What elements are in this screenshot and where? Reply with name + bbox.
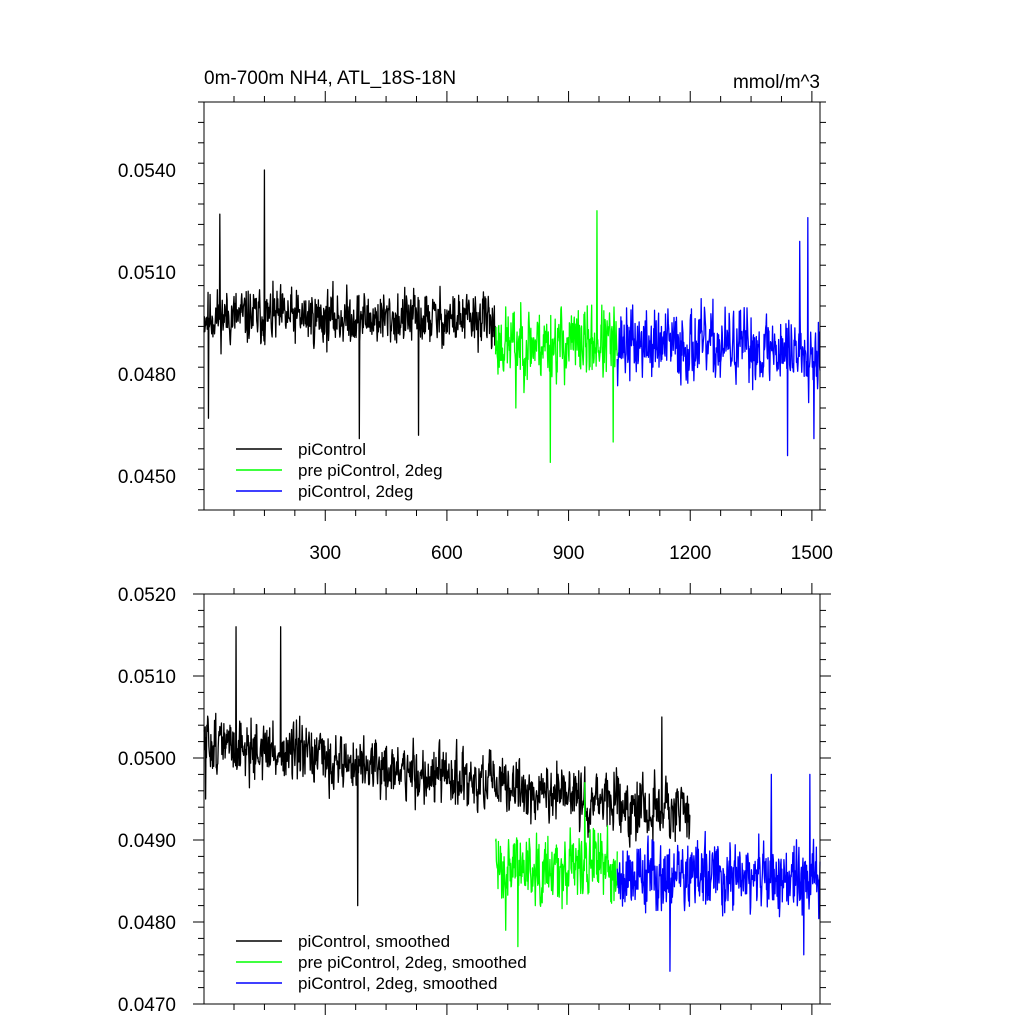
- legend-label-pre-picontrol-2deg-smoothed: pre piControl, 2deg, smoothed: [298, 953, 527, 972]
- data-lines: [203, 169, 821, 464]
- axis-ticks: 300 600 900 1200 1500 0.0450 0.0480 0.0510 0.054…: [118, 91, 833, 564]
- y-tick-label: 0.0470: [118, 995, 176, 1016]
- x-tick-label: 1500: [791, 543, 833, 564]
- bottom-chart-panel: 0.0470 0.0480 0.0490 0.0500 0.0510 0.0520 piC…: [118, 583, 831, 1016]
- x-tick-label: 1200: [669, 543, 711, 564]
- legend-label-picontrol-2deg-smoothed: piControl, 2deg, smoothed: [298, 974, 497, 993]
- units-label: mmol/m^3: [733, 72, 820, 93]
- series-line-picontrol-2deg-smoothed: [616, 773, 821, 972]
- series-line-picontrol: [203, 169, 497, 440]
- plot-frame: [203, 101, 821, 511]
- legend-label-picontrol-2deg: piControl, 2deg: [298, 482, 413, 501]
- legend: piControl pre piControl, 2deg piControl,…: [236, 440, 443, 501]
- chart-title: 0m-700m NH4, ATL_18S-18N: [204, 68, 456, 89]
- x-tick-label: 300: [309, 543, 341, 564]
- y-tick-label: 0.0490: [118, 831, 176, 852]
- axis-ticks: 0.0470 0.0480 0.0490 0.0500 0.0510 0.0520: [118, 583, 831, 1016]
- legend-label-picontrol-smoothed: piControl, smoothed: [298, 932, 450, 951]
- y-tick-label: 0.0450: [118, 467, 176, 488]
- y-tick-label: 0.0510: [118, 667, 176, 688]
- data-lines: [203, 626, 821, 972]
- legend: piControl, smoothed pre piControl, 2deg,…: [236, 932, 527, 993]
- y-tick-label: 0.0480: [118, 913, 176, 934]
- x-tick-label: 600: [431, 543, 463, 564]
- x-tick-label: 900: [553, 543, 585, 564]
- y-tick-label: 0.0520: [118, 585, 176, 606]
- series-line-picontrol-smoothed: [203, 626, 691, 907]
- y-tick-label: 0.0500: [118, 749, 176, 770]
- series-line-pre-picontrol-2deg: [494, 210, 618, 464]
- top-chart-panel: 0m-700m NH4, ATL_18S-18N mmol/m^3 300 600…: [118, 68, 833, 564]
- y-tick-label: 0.0480: [118, 365, 176, 386]
- y-tick-label: 0.0540: [118, 161, 176, 182]
- series-line-pre-picontrol-2deg-smoothed: [494, 781, 618, 948]
- legend-label-picontrol: piControl: [298, 440, 366, 459]
- plot-frame: [203, 593, 821, 1005]
- series-line-picontrol-2deg: [616, 216, 821, 457]
- legend-label-pre-picontrol-2deg: pre piControl, 2deg: [298, 461, 443, 480]
- y-tick-label: 0.0510: [118, 263, 176, 284]
